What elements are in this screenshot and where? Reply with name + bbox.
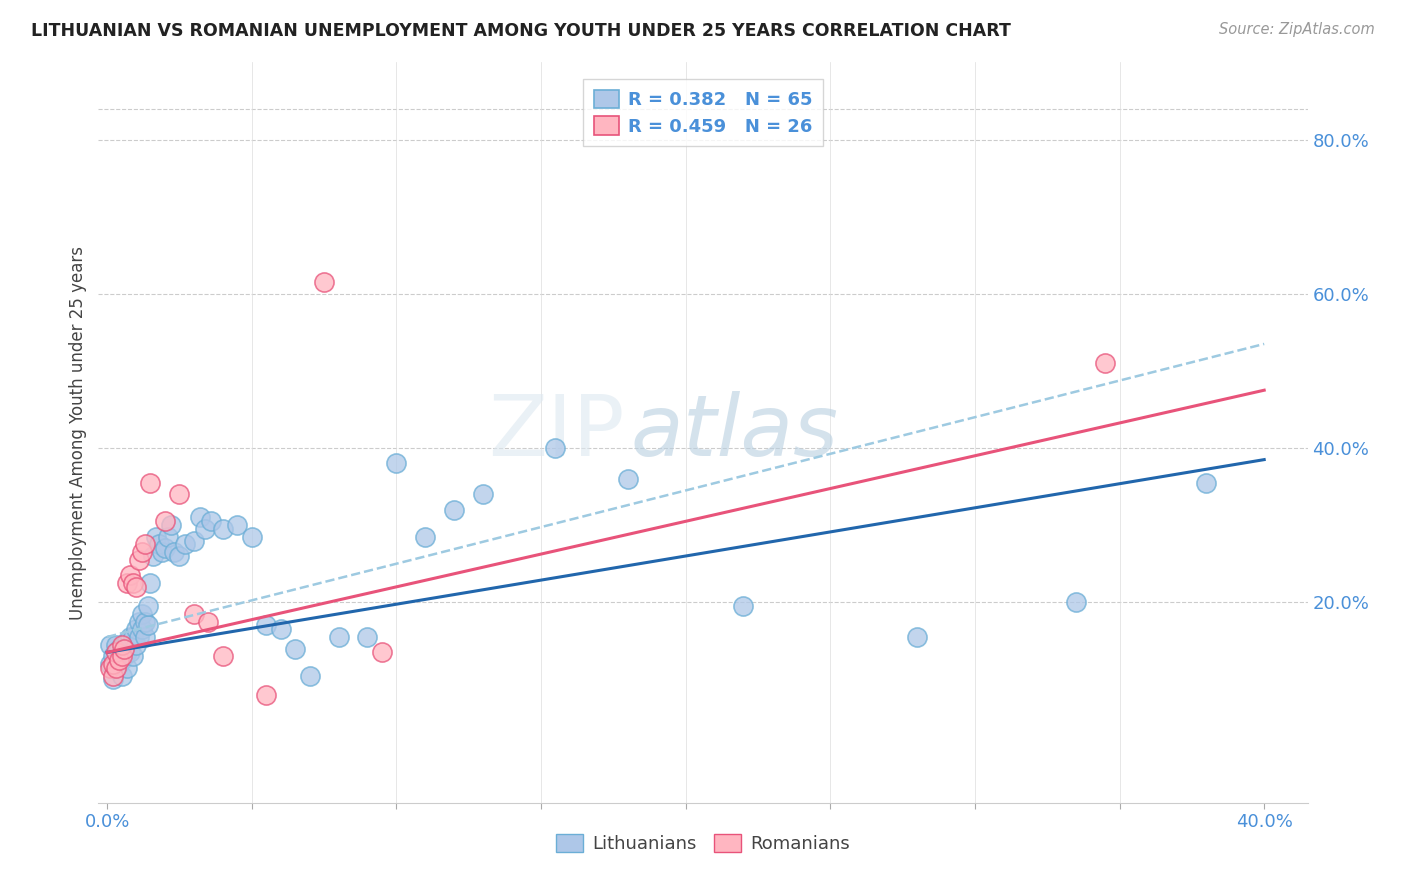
Point: [150, 545, 173, 559]
Point: [183, 607, 205, 621]
Point: [733, 599, 755, 614]
Point: [131, 622, 153, 636]
Point: [226, 518, 249, 533]
Point: [104, 645, 127, 659]
Point: [145, 530, 167, 544]
Point: [125, 638, 148, 652]
Point: [101, 673, 124, 687]
Point: [472, 487, 495, 501]
Point: [120, 630, 142, 644]
Point: [134, 615, 156, 629]
Point: [101, 657, 124, 671]
Point: [98, 657, 121, 671]
Point: [174, 537, 197, 551]
Point: [128, 630, 150, 644]
Point: [356, 630, 378, 644]
Point: [254, 618, 277, 632]
Point: [101, 649, 124, 664]
Text: ZIP: ZIP: [488, 391, 624, 475]
Point: [183, 533, 205, 548]
Point: [284, 641, 307, 656]
Point: [328, 630, 350, 644]
Point: [270, 622, 292, 636]
Point: [98, 638, 121, 652]
Text: atlas: atlas: [630, 391, 838, 475]
Point: [101, 668, 124, 682]
Point: [1064, 595, 1087, 609]
Point: [120, 568, 142, 582]
Point: [110, 668, 132, 682]
Point: [169, 549, 191, 563]
Point: [139, 475, 162, 490]
Point: [110, 641, 132, 656]
Point: [107, 657, 129, 671]
Point: [385, 457, 408, 471]
Point: [413, 530, 436, 544]
Point: [211, 522, 233, 536]
Point: [120, 645, 142, 659]
Point: [117, 576, 139, 591]
Point: [110, 638, 132, 652]
Point: [134, 537, 156, 551]
Point: [617, 472, 640, 486]
Point: [443, 502, 465, 516]
Point: [114, 641, 136, 656]
Point: [104, 661, 127, 675]
Point: [131, 607, 153, 621]
Point: [107, 641, 129, 656]
Point: [104, 661, 127, 675]
Point: [188, 510, 211, 524]
Point: [1094, 356, 1116, 370]
Point: [153, 541, 176, 556]
Point: [104, 638, 127, 652]
Point: [122, 576, 145, 591]
Point: [254, 688, 277, 702]
Point: [169, 487, 191, 501]
Point: [312, 275, 335, 289]
Point: [98, 661, 121, 675]
Point: [136, 618, 159, 632]
Point: [117, 645, 139, 659]
Point: [136, 599, 159, 614]
Point: [153, 514, 176, 528]
Point: [211, 649, 233, 664]
Point: [134, 630, 156, 644]
Point: [371, 645, 394, 659]
Point: [110, 653, 132, 667]
Point: [128, 615, 150, 629]
Point: [298, 668, 321, 682]
Point: [197, 615, 219, 629]
Point: [117, 633, 139, 648]
Point: [142, 549, 165, 563]
Point: [114, 649, 136, 664]
Point: [139, 576, 162, 591]
Point: [148, 537, 170, 551]
Point: [125, 580, 148, 594]
Point: [107, 653, 129, 667]
Point: [240, 530, 263, 544]
Point: [125, 622, 148, 636]
Text: Source: ZipAtlas.com: Source: ZipAtlas.com: [1219, 22, 1375, 37]
Point: [131, 545, 153, 559]
Point: [128, 553, 150, 567]
Point: [104, 645, 127, 659]
Point: [110, 649, 132, 664]
Legend: Lithuanians, Romanians: Lithuanians, Romanians: [548, 827, 858, 861]
Point: [1195, 475, 1218, 490]
Point: [122, 649, 145, 664]
Text: LITHUANIAN VS ROMANIAN UNEMPLOYMENT AMONG YOUTH UNDER 25 YEARS CORRELATION CHART: LITHUANIAN VS ROMANIAN UNEMPLOYMENT AMON…: [31, 22, 1011, 40]
Point: [905, 630, 928, 644]
Point: [162, 545, 184, 559]
Point: [544, 441, 567, 455]
Point: [156, 530, 179, 544]
Point: [122, 630, 145, 644]
Point: [114, 638, 136, 652]
Point: [194, 522, 217, 536]
Point: [200, 514, 222, 528]
Point: [159, 518, 181, 533]
Y-axis label: Unemployment Among Youth under 25 years: Unemployment Among Youth under 25 years: [69, 245, 87, 620]
Point: [117, 661, 139, 675]
